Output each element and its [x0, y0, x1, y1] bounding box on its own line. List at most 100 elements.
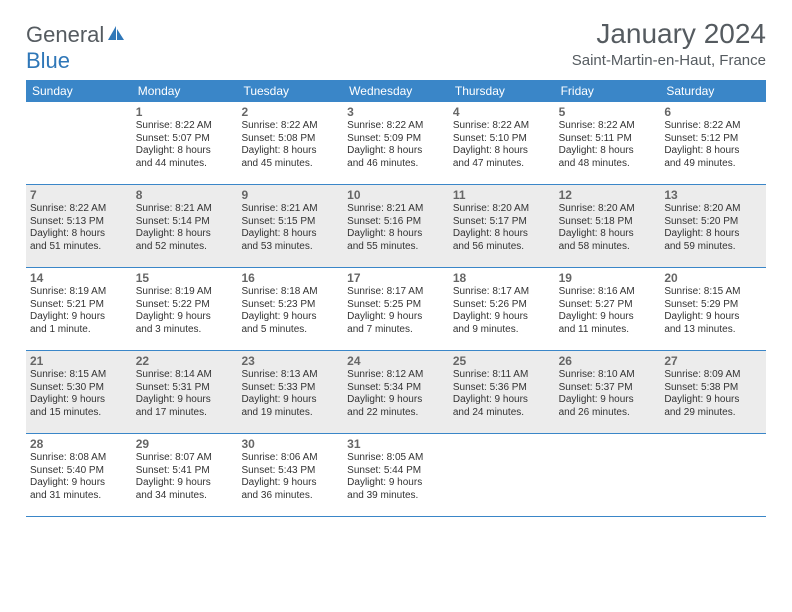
day-body: Sunrise: 8:15 AMSunset: 5:29 PMDaylight:…: [664, 286, 762, 336]
day-line: Sunrise: 8:21 AM: [347, 203, 445, 216]
day-body: Sunrise: 8:05 AMSunset: 5:44 PMDaylight:…: [347, 452, 445, 502]
day-line: Sunrise: 8:10 AM: [559, 369, 657, 382]
day-of-week-header: Tuesday: [237, 80, 343, 102]
day-body: Sunrise: 8:21 AMSunset: 5:16 PMDaylight:…: [347, 203, 445, 253]
day-cell: 5Sunrise: 8:22 AMSunset: 5:11 PMDaylight…: [555, 102, 661, 184]
day-cell: 3Sunrise: 8:22 AMSunset: 5:09 PMDaylight…: [343, 102, 449, 184]
day-body: Sunrise: 8:08 AMSunset: 5:40 PMDaylight:…: [30, 452, 128, 502]
day-number: 21: [30, 353, 128, 369]
day-line: Daylight: 8 hours: [30, 228, 128, 241]
day-line: Daylight: 9 hours: [347, 311, 445, 324]
day-line: and 22 minutes.: [347, 407, 445, 420]
day-body: Sunrise: 8:18 AMSunset: 5:23 PMDaylight:…: [241, 286, 339, 336]
day-line: Daylight: 8 hours: [241, 228, 339, 241]
day-number: 15: [136, 270, 234, 286]
day-line: Daylight: 8 hours: [664, 228, 762, 241]
day-line: Sunset: 5:27 PM: [559, 299, 657, 312]
day-body: Sunrise: 8:11 AMSunset: 5:36 PMDaylight:…: [453, 369, 551, 419]
day-line: Daylight: 9 hours: [664, 394, 762, 407]
day-line: Sunrise: 8:15 AM: [30, 369, 128, 382]
day-line: and 17 minutes.: [136, 407, 234, 420]
day-line: Sunset: 5:07 PM: [136, 133, 234, 146]
day-line: and 49 minutes.: [664, 158, 762, 171]
day-line: Sunrise: 8:21 AM: [241, 203, 339, 216]
day-line: Sunset: 5:23 PM: [241, 299, 339, 312]
day-line: Daylight: 9 hours: [453, 311, 551, 324]
day-cell: 13Sunrise: 8:20 AMSunset: 5:20 PMDayligh…: [660, 185, 766, 267]
day-line: Sunrise: 8:13 AM: [241, 369, 339, 382]
logo: GeneralBlue: [26, 22, 126, 74]
day-line: and 29 minutes.: [664, 407, 762, 420]
day-body: Sunrise: 8:21 AMSunset: 5:14 PMDaylight:…: [136, 203, 234, 253]
day-cell: 12Sunrise: 8:20 AMSunset: 5:18 PMDayligh…: [555, 185, 661, 267]
day-body: Sunrise: 8:22 AMSunset: 5:12 PMDaylight:…: [664, 120, 762, 170]
day-line: and 31 minutes.: [30, 490, 128, 503]
day-body: Sunrise: 8:14 AMSunset: 5:31 PMDaylight:…: [136, 369, 234, 419]
day-line: and 51 minutes.: [30, 241, 128, 254]
day-number: 18: [453, 270, 551, 286]
day-line: and 5 minutes.: [241, 324, 339, 337]
day-body: Sunrise: 8:22 AMSunset: 5:13 PMDaylight:…: [30, 203, 128, 253]
day-cell: 8Sunrise: 8:21 AMSunset: 5:14 PMDaylight…: [132, 185, 238, 267]
day-line: and 36 minutes.: [241, 490, 339, 503]
day-of-week-header: Sunday: [26, 80, 132, 102]
day-body: Sunrise: 8:20 AMSunset: 5:20 PMDaylight:…: [664, 203, 762, 253]
day-cell: [26, 102, 132, 184]
day-line: Sunset: 5:30 PM: [30, 382, 128, 395]
day-line: Sunset: 5:40 PM: [30, 465, 128, 478]
day-line: Sunset: 5:10 PM: [453, 133, 551, 146]
day-cell: 23Sunrise: 8:13 AMSunset: 5:33 PMDayligh…: [237, 351, 343, 433]
day-line: Daylight: 9 hours: [136, 394, 234, 407]
day-line: Sunrise: 8:21 AM: [136, 203, 234, 216]
day-line: Sunset: 5:26 PM: [453, 299, 551, 312]
day-of-week-header: Saturday: [660, 80, 766, 102]
logo-text-part1: General: [26, 22, 104, 47]
week-row: 28Sunrise: 8:08 AMSunset: 5:40 PMDayligh…: [26, 434, 766, 517]
day-line: Sunset: 5:37 PM: [559, 382, 657, 395]
day-line: Sunrise: 8:22 AM: [136, 120, 234, 133]
location: Saint-Martin-en-Haut, France: [572, 52, 766, 69]
day-body: Sunrise: 8:10 AMSunset: 5:37 PMDaylight:…: [559, 369, 657, 419]
day-body: Sunrise: 8:22 AMSunset: 5:08 PMDaylight:…: [241, 120, 339, 170]
day-number: 22: [136, 353, 234, 369]
day-number: 23: [241, 353, 339, 369]
day-number: 5: [559, 104, 657, 120]
day-cell: 18Sunrise: 8:17 AMSunset: 5:26 PMDayligh…: [449, 268, 555, 350]
day-cell: 21Sunrise: 8:15 AMSunset: 5:30 PMDayligh…: [26, 351, 132, 433]
day-line: Sunrise: 8:07 AM: [136, 452, 234, 465]
day-line: and 48 minutes.: [559, 158, 657, 171]
day-line: Sunset: 5:25 PM: [347, 299, 445, 312]
logo-sail-icon: [106, 22, 126, 47]
day-line: Sunrise: 8:06 AM: [241, 452, 339, 465]
day-line: Sunrise: 8:22 AM: [664, 120, 762, 133]
day-line: and 34 minutes.: [136, 490, 234, 503]
day-cell: 9Sunrise: 8:21 AMSunset: 5:15 PMDaylight…: [237, 185, 343, 267]
day-cell: 27Sunrise: 8:09 AMSunset: 5:38 PMDayligh…: [660, 351, 766, 433]
day-cell: 19Sunrise: 8:16 AMSunset: 5:27 PMDayligh…: [555, 268, 661, 350]
day-number: 28: [30, 436, 128, 452]
day-cell: 14Sunrise: 8:19 AMSunset: 5:21 PMDayligh…: [26, 268, 132, 350]
day-number: [453, 436, 551, 438]
day-cell: [555, 434, 661, 516]
week-row: 14Sunrise: 8:19 AMSunset: 5:21 PMDayligh…: [26, 268, 766, 351]
day-body: Sunrise: 8:07 AMSunset: 5:41 PMDaylight:…: [136, 452, 234, 502]
day-line: Sunset: 5:36 PM: [453, 382, 551, 395]
day-line: Daylight: 8 hours: [347, 228, 445, 241]
day-number: 2: [241, 104, 339, 120]
day-cell: [449, 434, 555, 516]
day-body: Sunrise: 8:15 AMSunset: 5:30 PMDaylight:…: [30, 369, 128, 419]
day-number: 6: [664, 104, 762, 120]
day-body: Sunrise: 8:22 AMSunset: 5:11 PMDaylight:…: [559, 120, 657, 170]
day-number: 30: [241, 436, 339, 452]
day-body: Sunrise: 8:22 AMSunset: 5:07 PMDaylight:…: [136, 120, 234, 170]
day-cell: 29Sunrise: 8:07 AMSunset: 5:41 PMDayligh…: [132, 434, 238, 516]
day-line: Daylight: 9 hours: [559, 394, 657, 407]
day-cell: 22Sunrise: 8:14 AMSunset: 5:31 PMDayligh…: [132, 351, 238, 433]
day-body: Sunrise: 8:19 AMSunset: 5:22 PMDaylight:…: [136, 286, 234, 336]
day-cell: 4Sunrise: 8:22 AMSunset: 5:10 PMDaylight…: [449, 102, 555, 184]
day-line: Sunset: 5:33 PM: [241, 382, 339, 395]
day-line: Sunset: 5:18 PM: [559, 216, 657, 229]
day-line: and 13 minutes.: [664, 324, 762, 337]
day-line: Sunset: 5:11 PM: [559, 133, 657, 146]
day-number: 4: [453, 104, 551, 120]
